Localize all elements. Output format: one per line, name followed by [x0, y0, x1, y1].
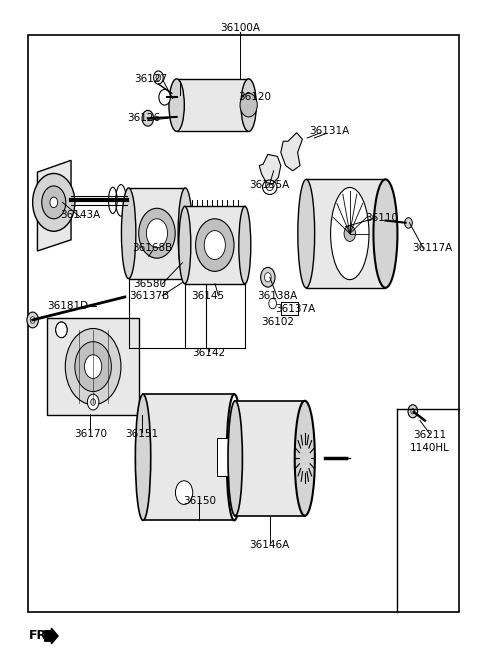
Circle shape — [264, 273, 271, 282]
Circle shape — [84, 355, 102, 378]
Circle shape — [56, 322, 67, 338]
Bar — [177, 79, 249, 131]
Circle shape — [204, 231, 226, 260]
Polygon shape — [281, 133, 302, 171]
Circle shape — [154, 71, 163, 84]
Polygon shape — [37, 160, 71, 251]
Text: 36100A: 36100A — [220, 22, 260, 33]
Circle shape — [344, 226, 356, 242]
Text: 36150: 36150 — [183, 496, 216, 507]
Bar — [47, 318, 139, 415]
Ellipse shape — [108, 187, 117, 214]
Bar — [235, 401, 305, 516]
Text: 36146A: 36146A — [250, 540, 290, 551]
Circle shape — [30, 317, 35, 323]
Circle shape — [146, 219, 168, 248]
Circle shape — [176, 481, 192, 505]
Ellipse shape — [227, 394, 242, 520]
Polygon shape — [259, 154, 281, 184]
Ellipse shape — [135, 394, 151, 520]
Text: 36127: 36127 — [134, 74, 168, 84]
Circle shape — [411, 409, 415, 414]
Text: 36181D: 36181D — [48, 300, 89, 311]
Text: 36211: 36211 — [413, 430, 446, 440]
Text: 36151: 36151 — [125, 428, 158, 439]
Ellipse shape — [298, 179, 315, 288]
Ellipse shape — [295, 401, 315, 516]
Circle shape — [240, 93, 257, 117]
Bar — [129, 188, 185, 279]
Ellipse shape — [373, 179, 397, 288]
Circle shape — [142, 110, 154, 126]
Text: 36168B: 36168B — [132, 243, 173, 254]
Text: 1140HL: 1140HL — [409, 443, 450, 453]
Text: 36145: 36145 — [191, 290, 224, 301]
Text: 36137A: 36137A — [275, 304, 315, 314]
Ellipse shape — [179, 206, 191, 284]
Circle shape — [50, 197, 58, 208]
Circle shape — [87, 394, 99, 410]
Text: 36138A: 36138A — [257, 290, 298, 301]
Text: 36142: 36142 — [192, 348, 226, 359]
Bar — [217, 438, 234, 476]
Text: 36135A: 36135A — [249, 180, 289, 191]
Bar — [185, 206, 245, 284]
Circle shape — [408, 405, 418, 418]
Text: 36137B: 36137B — [130, 290, 170, 301]
Circle shape — [261, 267, 275, 287]
Circle shape — [75, 342, 111, 392]
Text: 36170: 36170 — [74, 428, 107, 439]
Text: 36117A: 36117A — [412, 243, 452, 254]
Bar — [28, 35, 459, 612]
Circle shape — [42, 186, 66, 219]
Ellipse shape — [239, 206, 251, 284]
Circle shape — [33, 173, 75, 231]
Circle shape — [27, 312, 38, 328]
Circle shape — [156, 74, 161, 81]
FancyArrow shape — [45, 628, 58, 644]
Circle shape — [405, 217, 412, 228]
Text: 36580: 36580 — [133, 279, 166, 289]
Text: 36120: 36120 — [238, 91, 271, 102]
Ellipse shape — [178, 188, 192, 279]
Text: 36110: 36110 — [365, 213, 398, 223]
Circle shape — [139, 208, 175, 258]
Ellipse shape — [169, 79, 184, 131]
Text: 36102: 36102 — [261, 317, 294, 327]
Ellipse shape — [228, 401, 242, 516]
Circle shape — [65, 328, 121, 405]
Ellipse shape — [121, 188, 136, 279]
Text: 36131A: 36131A — [309, 126, 349, 137]
Text: FR.: FR. — [29, 629, 52, 643]
Ellipse shape — [331, 187, 369, 280]
Circle shape — [91, 399, 96, 405]
Bar — [143, 394, 234, 520]
Bar — [306, 179, 385, 288]
Circle shape — [196, 219, 234, 271]
Ellipse shape — [241, 79, 256, 131]
Text: 36143A: 36143A — [60, 210, 101, 221]
Circle shape — [159, 89, 170, 105]
Text: 36126: 36126 — [127, 113, 161, 124]
